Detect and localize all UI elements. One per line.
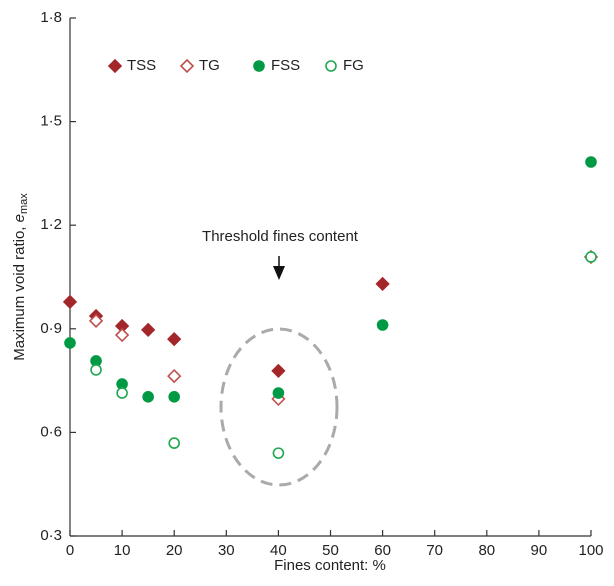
legend-label: FSS bbox=[271, 57, 300, 74]
y-axis-label: Maximum void ratio, emax bbox=[11, 193, 30, 361]
point bbox=[167, 368, 182, 384]
point bbox=[376, 319, 389, 331]
y-tick-label: 0·3 bbox=[40, 527, 62, 544]
point bbox=[116, 387, 128, 399]
y-tick-label: 1·5 bbox=[40, 113, 62, 130]
point bbox=[88, 313, 104, 328]
point bbox=[64, 337, 76, 349]
point bbox=[142, 391, 154, 403]
x-tick-label: 40 bbox=[270, 542, 287, 559]
legend-marker bbox=[179, 58, 195, 74]
x-tick-label: 100 bbox=[578, 542, 603, 559]
x-tick-label: 80 bbox=[478, 542, 495, 559]
point bbox=[272, 387, 285, 399]
y-label-text: Maximum void ratio, bbox=[11, 222, 28, 360]
point bbox=[272, 447, 285, 459]
point bbox=[375, 276, 390, 292]
x-tick-label: 50 bbox=[322, 542, 339, 559]
legend-label: FG bbox=[343, 57, 364, 74]
y-tick-label: 0·6 bbox=[40, 423, 62, 440]
point bbox=[168, 437, 180, 449]
x-tick-label: 20 bbox=[166, 542, 183, 559]
point bbox=[114, 327, 130, 343]
legend-marker bbox=[325, 60, 337, 72]
point bbox=[167, 332, 182, 347]
x-axis-label: Fines content: % bbox=[274, 557, 386, 574]
x-tick-label: 90 bbox=[531, 542, 548, 559]
y-label-symbol: e bbox=[11, 214, 28, 222]
legend-label: TG bbox=[199, 57, 220, 74]
point bbox=[62, 294, 78, 309]
annotation-arrowhead bbox=[273, 266, 285, 280]
y-label-subscript: max bbox=[18, 193, 30, 214]
point bbox=[271, 363, 286, 379]
y-tick-label: 1·2 bbox=[40, 216, 62, 233]
legend-marker bbox=[107, 58, 123, 74]
x-tick-label: 10 bbox=[114, 542, 131, 559]
x-tick-label: 0 bbox=[66, 542, 74, 559]
threshold-ellipse bbox=[219, 327, 339, 487]
y-tick-label: 0·9 bbox=[40, 320, 62, 337]
point bbox=[90, 364, 102, 376]
x-tick-label: 70 bbox=[426, 542, 443, 559]
point bbox=[585, 251, 597, 263]
y-tick-label: 1·8 bbox=[40, 9, 62, 26]
legend-label: TSS bbox=[127, 57, 156, 74]
legend-marker bbox=[253, 60, 265, 72]
annotation: Threshold fines content bbox=[202, 228, 359, 245]
x-tick-label: 30 bbox=[218, 542, 235, 559]
x-tick-label: 60 bbox=[374, 542, 391, 559]
point bbox=[585, 156, 597, 168]
point bbox=[168, 391, 180, 403]
point bbox=[141, 322, 156, 337]
